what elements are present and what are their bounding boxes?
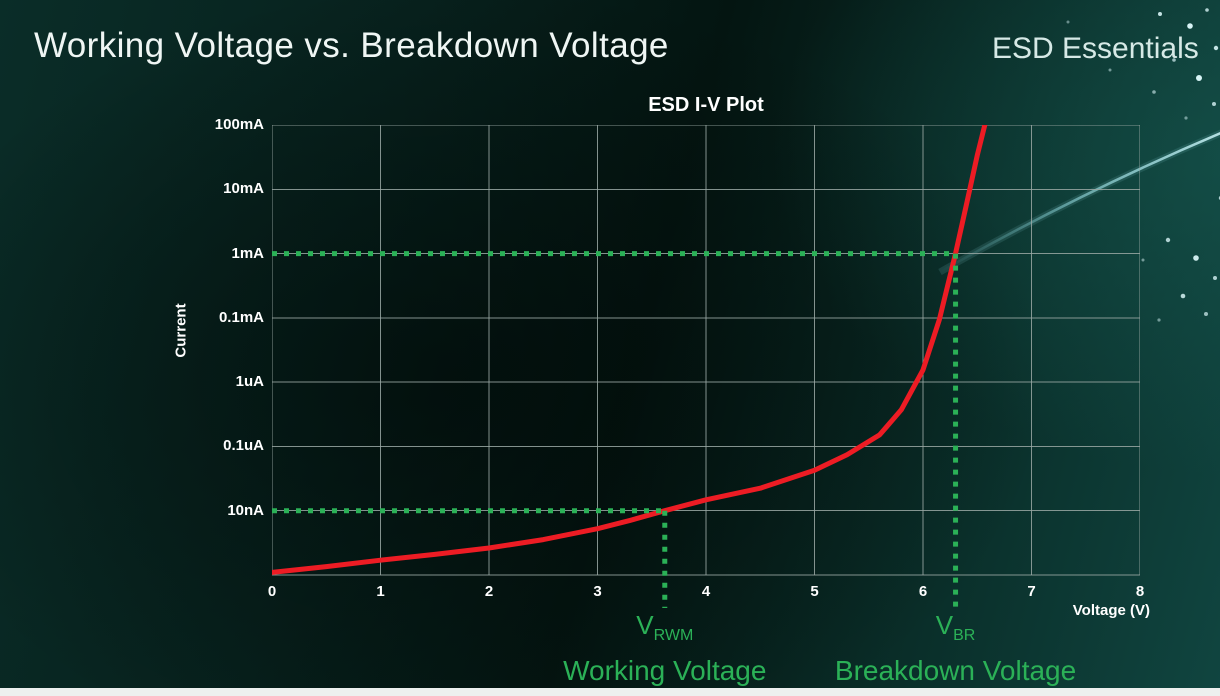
annotation-symbol: VBR (935, 610, 976, 645)
annotation-label-vbr: VBR Breakdown Voltage (835, 612, 1076, 687)
y-axis-label: Current (172, 303, 190, 358)
annotation-caption: Breakdown Voltage (834, 655, 1077, 687)
y-tick-label: 10nA (227, 501, 264, 519)
bottom-edge-strip (0, 688, 1220, 696)
annotation-caption: Working Voltage (563, 655, 767, 687)
x-tick-label: 7 (1027, 583, 1036, 600)
brand-label: ESD Essentials (992, 32, 1199, 65)
x-tick-label: 5 (810, 583, 819, 600)
y-tick-label: 1uA (235, 373, 264, 391)
iv-plot-svg (272, 125, 1140, 608)
y-tick-label: 0.1mA (218, 308, 264, 326)
y-tick-label: 10mA (223, 180, 264, 198)
iv-curve (272, 125, 988, 575)
x-tick-label: 0 (267, 583, 277, 600)
y-tick-label: 1mA (231, 244, 264, 262)
y-tick-label: 0.1uA (223, 437, 264, 455)
x-tick-label: 4 (701, 583, 711, 600)
x-tick-label: 1 (376, 583, 385, 600)
page-title: Working Voltage vs. Breakdown Voltage (34, 26, 669, 65)
annotation-symbol: VRWM (636, 610, 694, 645)
chart-title: ESD I-V Plot (648, 94, 764, 116)
x-tick-label: 3 (593, 583, 602, 600)
x-tick-label: 2 (484, 583, 494, 600)
annotation-label-vrwm: VRWM Working Voltage (563, 612, 766, 687)
x-axis-label: Voltage (V) (1072, 602, 1150, 619)
x-tick-label: 6 (918, 583, 928, 600)
y-tick-label: 100mA (214, 116, 264, 133)
x-tick-label: 8 (1135, 583, 1145, 600)
